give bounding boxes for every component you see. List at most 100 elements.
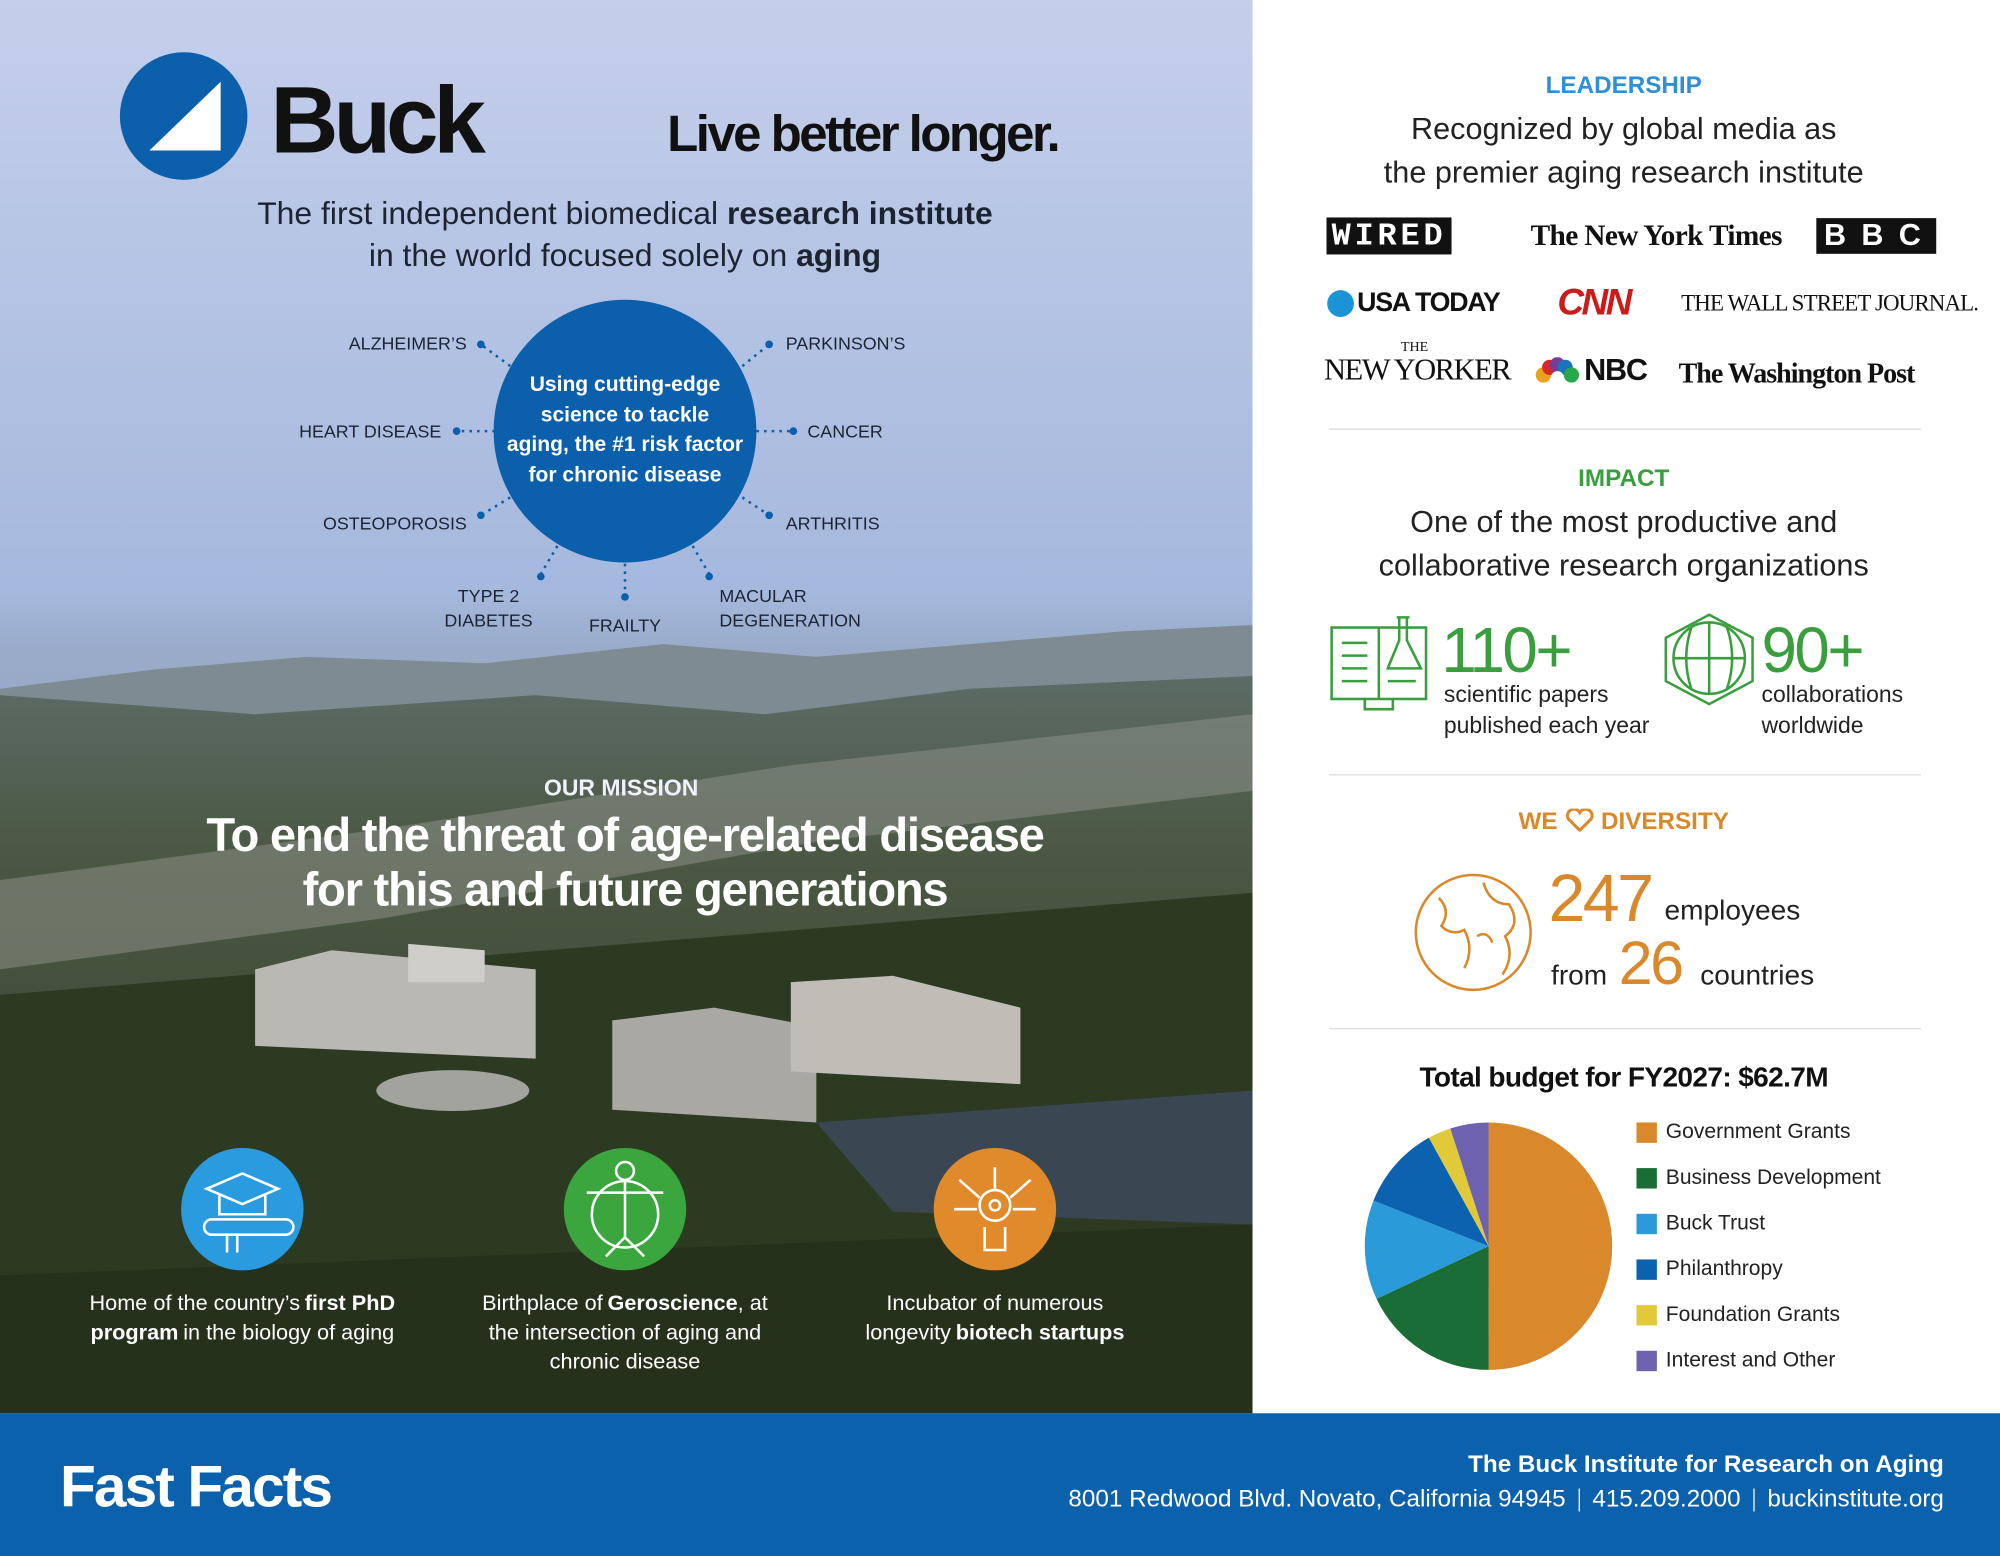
logo-mark xyxy=(119,52,248,180)
globe-icon xyxy=(1414,873,1532,992)
disease-label: PARKINSON’S xyxy=(785,332,906,354)
pie-slice xyxy=(1488,1122,1613,1370)
legend-label: Government Grants xyxy=(1666,1120,1851,1143)
focus-text: science to tackle xyxy=(540,403,710,427)
stat-value: 90+ xyxy=(1761,614,1864,687)
focus-text: Using cutting-edge xyxy=(529,373,721,397)
disease-label: TYPE 2 DIABETES xyxy=(444,585,533,631)
impact-icons xyxy=(1330,613,1754,711)
stat-label: worldwide xyxy=(1761,712,1864,738)
media-logo: NEW YORKER xyxy=(1323,353,1512,388)
feature-bold: Geroscience xyxy=(607,1290,738,1316)
disease-label: OSTEOPOROSIS xyxy=(322,512,467,534)
stat-label: collaborations xyxy=(1761,681,1904,708)
focus-diagram xyxy=(452,299,798,601)
disease-label: ALZHEIMER’S xyxy=(348,332,467,354)
label-part: WE xyxy=(1518,808,1558,836)
disease-label: CANCER xyxy=(807,420,883,442)
divider xyxy=(1329,1028,1921,1030)
mission-text: To end the threat of age-related disease xyxy=(206,808,1044,861)
media-logo: NBC xyxy=(1584,353,1648,388)
media-logo: CNN xyxy=(1557,282,1632,324)
pie-slice xyxy=(1373,1137,1489,1247)
footer-org: The Buck Institute for Research on Aging xyxy=(1468,1451,1944,1479)
phone: 415.209.2000 xyxy=(1578,1487,1753,1512)
section-label: IMPACT xyxy=(1578,465,1670,493)
footer xyxy=(0,1413,2000,1556)
mission-text: for this and future generations xyxy=(302,863,949,916)
address: 8001 Redwood Blvd. Novato, California 94… xyxy=(1068,1485,1566,1513)
legend-swatch xyxy=(1636,1259,1657,1280)
legend-swatch xyxy=(1636,1213,1657,1235)
from-label: from xyxy=(1551,959,1608,992)
legend-swatch xyxy=(1636,1350,1657,1372)
feature-text-part: in the biology of aging xyxy=(183,1320,395,1345)
legend-swatch xyxy=(1636,1168,1657,1189)
employees-count: 247 xyxy=(1548,862,1654,937)
section-text: One of the most productive and xyxy=(1410,505,1838,540)
divider xyxy=(1329,428,1921,430)
feature-text-part: , at the intersection of aging and chron… xyxy=(488,1290,768,1374)
employees-label: employees xyxy=(1664,894,1801,927)
section-label: LEADERSHIP xyxy=(1545,72,1702,100)
legend-swatch xyxy=(1636,1305,1657,1326)
stat-label: scientific papers xyxy=(1443,681,1609,708)
countries-label: countries xyxy=(1700,959,1815,992)
section-text: the premier aging research institute xyxy=(1383,155,1864,191)
disease-label: FRAILTY xyxy=(588,614,662,636)
logo-text: Buck xyxy=(270,66,485,173)
feature-text-part: Home of the country’s xyxy=(89,1290,301,1316)
section-label: WE DIVERSITY xyxy=(1518,807,1729,837)
media-logo-mark xyxy=(1327,290,1354,317)
focus-text: aging, the #1 risk factor xyxy=(506,433,744,456)
media-logo: WIRED xyxy=(1326,217,1452,255)
footer-contact: 8001 Redwood Blvd. Novato, California 94… xyxy=(1056,1486,1944,1514)
legend-swatch xyxy=(1636,1122,1657,1143)
media-logo: The Washington Post xyxy=(1678,357,1916,390)
heart-icon xyxy=(1565,807,1594,833)
media-logo: BBC xyxy=(1816,218,1937,254)
media-logo: USA TODAY xyxy=(1357,288,1501,318)
media-logo-mark xyxy=(1535,357,1580,384)
feature-text-part: Birthplace of xyxy=(482,1290,603,1316)
media-logo: The New York Times xyxy=(1530,219,1783,252)
countries-count: 26 xyxy=(1618,930,1685,999)
legend-label: Business Development xyxy=(1666,1166,1881,1189)
stat-label: published each year xyxy=(1443,712,1650,738)
stat-value: 110+ xyxy=(1441,614,1572,687)
footer-title: Fast Facts xyxy=(59,1452,333,1520)
divider xyxy=(1329,774,1921,776)
focus-text: for chronic disease xyxy=(528,463,722,487)
pie-slice xyxy=(1428,1128,1489,1247)
disease-label: ARTHRITIS xyxy=(785,512,880,534)
mission-label: OUR MISSION xyxy=(543,774,699,801)
disease-label: HEART DISEASE xyxy=(299,420,442,442)
feature-text: Home of the country’s first PhD program in… xyxy=(70,1288,414,1347)
intro-text: The first independent biomedical xyxy=(257,195,719,232)
media-logo: THE xyxy=(1400,339,1429,355)
section-text: Recognized by global media as xyxy=(1411,112,1837,147)
feature-text: Birthplace of Geroscience, at the interse… xyxy=(466,1288,785,1376)
legend-label: Buck Trust xyxy=(1666,1212,1766,1235)
intro-bold: research institute xyxy=(726,195,993,232)
intro-line: in the world focused solely on aging xyxy=(369,238,881,275)
legend-label: Interest and Other xyxy=(1666,1349,1836,1372)
feature-icons xyxy=(181,1147,1057,1271)
feature-bold: first PhD program xyxy=(90,1290,396,1345)
disease-label: MACULAR DEGENERATION xyxy=(719,585,861,631)
feature-text: Incubator of numerous longevity biotech s… xyxy=(842,1288,1148,1347)
intro-line: The first independent biomedical researc… xyxy=(257,196,993,233)
media-logo: THE WALL STREET JOURNAL. xyxy=(1681,290,1979,316)
budget-title: Total budget for FY2027: $62.7M xyxy=(1419,1061,1828,1094)
pie-slice xyxy=(1376,1246,1489,1370)
label-part: DIVERSITY xyxy=(1600,808,1729,836)
legend-label: Philanthropy xyxy=(1666,1257,1783,1280)
pie-slice xyxy=(1450,1122,1489,1247)
legend-label: Foundation Grants xyxy=(1666,1303,1840,1326)
budget-chart: Government Grants Business Development Buc… xyxy=(1364,1120,1881,1372)
feature-text-part: Incubator of numerous longevity xyxy=(865,1290,1104,1345)
website: buckinstitute.org xyxy=(1753,1487,1944,1512)
tagline: Live better longer. xyxy=(667,106,1061,163)
